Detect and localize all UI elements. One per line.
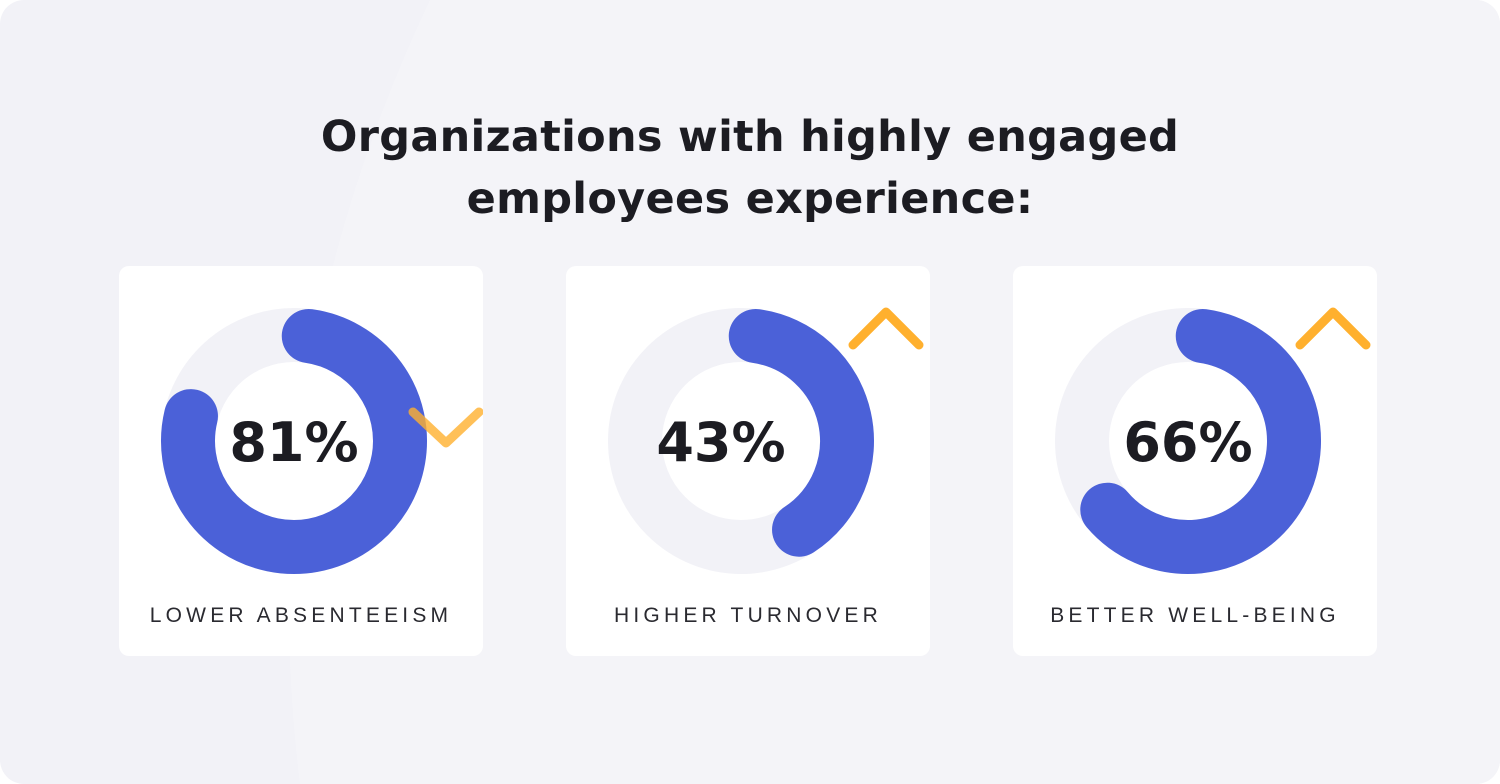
percentage-value: 81% — [229, 411, 358, 474]
donut-chart: 43% — [608, 307, 924, 574]
donut-chart: 81% — [161, 308, 483, 574]
percentage-value: 66% — [1123, 411, 1252, 474]
stat-card-absenteeism: 81% LOWER ABSENTEEISM — [119, 266, 483, 656]
stat-card-well-being: 66% BETTER WELL-BEING — [1013, 266, 1377, 656]
card-label: HIGHER TURNOVER — [614, 604, 882, 627]
donut-arc — [728, 309, 874, 557]
title-line-1: Organizations with highly engaged — [320, 112, 1180, 162]
card-label: BETTER WELL-BEING — [1050, 604, 1340, 627]
arrow-down-icon — [408, 324, 483, 448]
arrow-up-icon — [848, 307, 924, 434]
card-label: LOWER ABSENTEEISM — [149, 604, 453, 627]
title-line-2: employees experience: — [466, 174, 1034, 224]
percentage-value: 43% — [656, 411, 785, 474]
stat-card-turnover: 43% HIGHER TURNOVER — [566, 266, 930, 656]
donut-arc — [161, 309, 427, 574]
donut-chart: 66% — [1055, 307, 1371, 574]
page-title: Organizations with highly engaged employ… — [0, 106, 1500, 230]
donut-arc — [1080, 309, 1321, 574]
arrow-up-icon — [1295, 307, 1371, 434]
